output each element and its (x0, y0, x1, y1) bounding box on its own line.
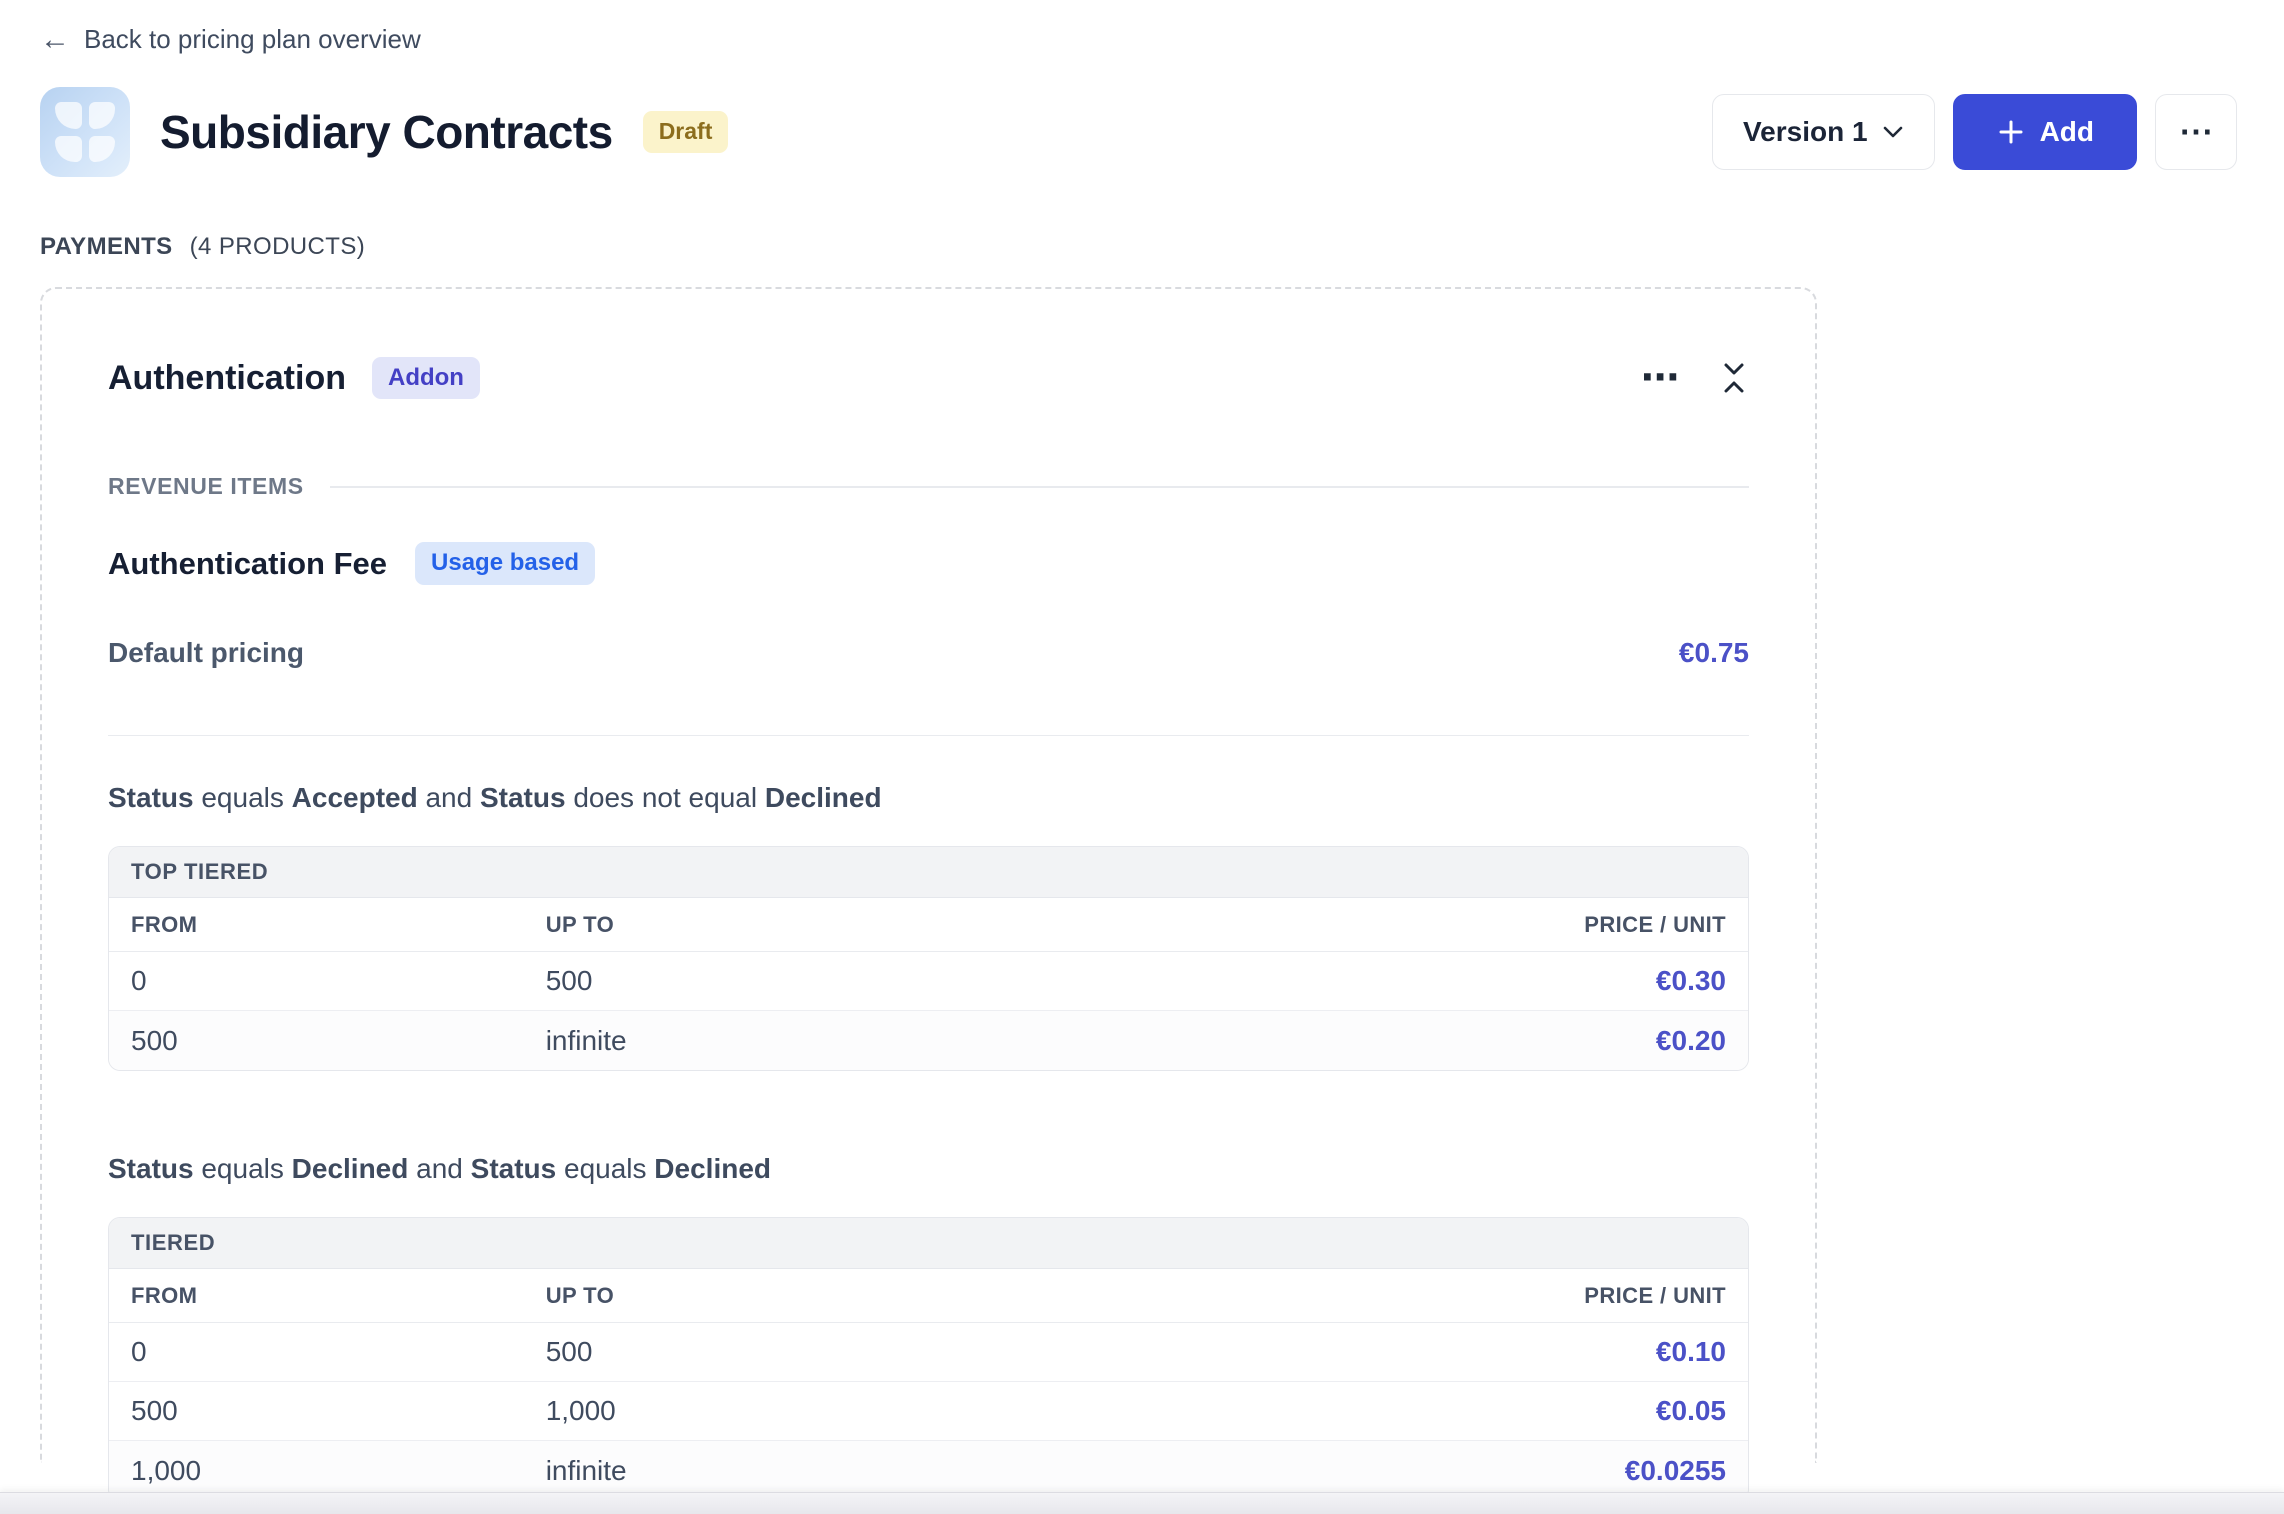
col-up-to: UP TO (545, 911, 615, 937)
col-price-unit: PRICE / UNIT (1584, 1282, 1726, 1308)
cell-up-to: infinite (545, 1024, 627, 1056)
logo-petal (88, 135, 115, 162)
cell-price: €0.20 (1655, 1024, 1726, 1056)
usage-based-badge: Usage based (415, 542, 596, 585)
ellipsis-icon: ⋯ (2179, 113, 2213, 151)
col-price-unit: PRICE / UNIT (1584, 911, 1726, 937)
plus-icon (1999, 120, 2023, 144)
products-count: (4 PRODUCTS) (189, 233, 366, 260)
divider-line (329, 486, 1749, 488)
collapse-icon[interactable] (1719, 361, 1749, 395)
horizontal-scrollbar[interactable] (0, 1492, 2284, 1514)
cell-price: €0.0255 (1624, 1454, 1726, 1486)
condition-field: Status (108, 782, 194, 814)
page-title: Subsidiary Contracts (160, 106, 613, 158)
condition-operator: does not equal (573, 782, 758, 814)
condition-value: Declined (654, 1153, 771, 1185)
condition-field: Status (108, 1153, 194, 1185)
add-button-label: Add (2039, 116, 2094, 147)
col-from: FROM (131, 911, 198, 937)
draft-status-badge: Draft (642, 111, 729, 153)
tier-type-header: TOP TIERED (109, 847, 1748, 899)
table-row: 0 500 €0.10 (109, 1323, 1748, 1383)
tier-table-top-tiered: TOP TIERED FROM UP TO PRICE / UNIT 0 500… (108, 846, 1749, 1072)
back-link[interactable]: ← Back to pricing plan overview (40, 24, 421, 55)
table-row: 0 500 €0.30 (109, 952, 1748, 1012)
cell-up-to: 500 (545, 1336, 593, 1368)
default-pricing-label: Default pricing (108, 636, 305, 668)
condition-operator: equals (201, 782, 284, 814)
cell-up-to: 500 (545, 965, 593, 997)
pricing-condition: Status equals Accepted and Status does n… (108, 782, 1749, 814)
cell-from: 0 (131, 965, 147, 997)
default-pricing-row: Default pricing €0.75 (108, 637, 1749, 669)
chevron-down-icon (1883, 126, 1902, 138)
addon-badge: Addon (371, 357, 480, 400)
condition-value: Declined (764, 782, 882, 814)
logo-petal (55, 135, 82, 162)
back-arrow-icon: ← (40, 22, 70, 56)
col-from: FROM (131, 1282, 198, 1308)
product-card-header: Authentication Addon ⋯ (108, 356, 1749, 400)
cell-price: €0.05 (1655, 1395, 1726, 1427)
condition-value: Accepted (291, 782, 418, 814)
add-button[interactable]: Add (1952, 94, 2137, 170)
table-row: 500 1,000 €0.05 (109, 1382, 1748, 1442)
table-row: 500 infinite €0.20 (109, 1011, 1748, 1071)
table-row: 1,000 infinite €0.0255 (109, 1441, 1748, 1501)
condition-join: and (425, 782, 473, 814)
revenue-items-divider: REVENUE ITEMS (108, 473, 1749, 500)
products-container: Authentication Addon ⋯ REVENUE ITEMS Aut… (40, 287, 1817, 1502)
back-link-label: Back to pricing plan overview (84, 24, 421, 54)
product-menu-icon[interactable]: ⋯ (1641, 356, 1681, 399)
header: Subsidiary Contracts Draft Version 1 Add… (40, 87, 2237, 177)
default-price-value: €0.75 (1678, 636, 1749, 668)
logo-petal (88, 102, 115, 129)
cell-up-to: 1,000 (545, 1395, 616, 1427)
table-column-headers: FROM UP TO PRICE / UNIT (109, 898, 1748, 953)
cell-price: €0.10 (1655, 1336, 1726, 1368)
condition-operator: equals (201, 1153, 284, 1185)
condition-field: Status (470, 1153, 557, 1185)
condition-join: and (416, 1153, 463, 1185)
cell-from: 500 (131, 1395, 178, 1427)
cell-up-to: infinite (545, 1454, 627, 1486)
tier-table-tiered: TIERED FROM UP TO PRICE / UNIT 0 500 €0.… (108, 1217, 1749, 1502)
tier-type-header: TIERED (109, 1218, 1748, 1270)
cell-price: €0.30 (1655, 965, 1726, 997)
more-actions-button[interactable]: ⋯ (2155, 94, 2237, 170)
condition-field: Status (479, 782, 566, 814)
version-label: Version 1 (1743, 116, 1868, 147)
version-dropdown-button[interactable]: Version 1 (1712, 94, 1935, 170)
pricing-condition: Status equals Declined and Status equals… (108, 1153, 1749, 1185)
plan-logo-icon (40, 87, 130, 177)
cell-from: 500 (131, 1024, 178, 1056)
product-name: Authentication (108, 358, 346, 397)
payments-label: PAYMENTS (40, 233, 173, 260)
condition-value: Declined (291, 1153, 409, 1185)
table-column-headers: FROM UP TO PRICE / UNIT (109, 1269, 1748, 1324)
revenue-item-name: Authentication Fee (108, 545, 388, 581)
revenue-item-header: Authentication Fee Usage based (108, 542, 1749, 585)
logo-petal (55, 102, 82, 129)
condition-operator: equals (564, 1153, 647, 1185)
cell-from: 0 (131, 1336, 147, 1368)
revenue-items-label: REVENUE ITEMS (108, 473, 304, 500)
col-up-to: UP TO (545, 1282, 615, 1308)
payments-section-header: PAYMENTS (4 PRODUCTS) (40, 233, 2237, 261)
divider-line (108, 734, 1749, 737)
page: ← Back to pricing plan overview Subsidia… (40, 24, 2237, 1502)
cell-from: 1,000 (131, 1454, 202, 1486)
